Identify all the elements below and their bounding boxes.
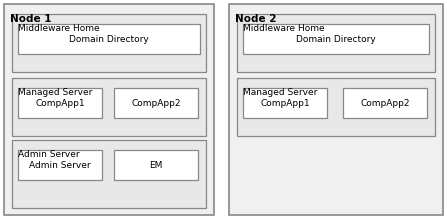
Text: Managed Server: Managed Server: [243, 88, 317, 97]
Text: Domain Directory: Domain Directory: [296, 35, 376, 44]
Bar: [237, 14, 435, 72]
Bar: [243, 24, 429, 54]
Text: Managed Server: Managed Server: [18, 88, 93, 97]
Text: EM: EM: [149, 161, 163, 170]
Bar: [343, 88, 427, 118]
Bar: [243, 88, 327, 118]
Bar: [18, 24, 200, 54]
Text: Node 2: Node 2: [235, 14, 277, 24]
Text: Admin Server: Admin Server: [18, 150, 80, 159]
Text: CompApp2: CompApp2: [360, 99, 410, 108]
Text: Admin Server: Admin Server: [29, 161, 91, 170]
Bar: [4, 4, 214, 215]
Text: CompApp1: CompApp1: [260, 99, 310, 108]
Text: Middleware Home: Middleware Home: [18, 24, 100, 33]
Bar: [237, 78, 435, 136]
Text: CompApp2: CompApp2: [131, 99, 181, 108]
Bar: [114, 150, 198, 180]
Bar: [18, 150, 102, 180]
Text: Domain Directory: Domain Directory: [69, 35, 149, 44]
Bar: [12, 140, 206, 208]
Bar: [12, 78, 206, 136]
Bar: [114, 88, 198, 118]
Bar: [12, 14, 206, 72]
Text: Node 1: Node 1: [10, 14, 51, 24]
Text: Middleware Home: Middleware Home: [243, 24, 325, 33]
Text: CompApp1: CompApp1: [35, 99, 85, 108]
Bar: [229, 4, 443, 215]
Bar: [18, 88, 102, 118]
